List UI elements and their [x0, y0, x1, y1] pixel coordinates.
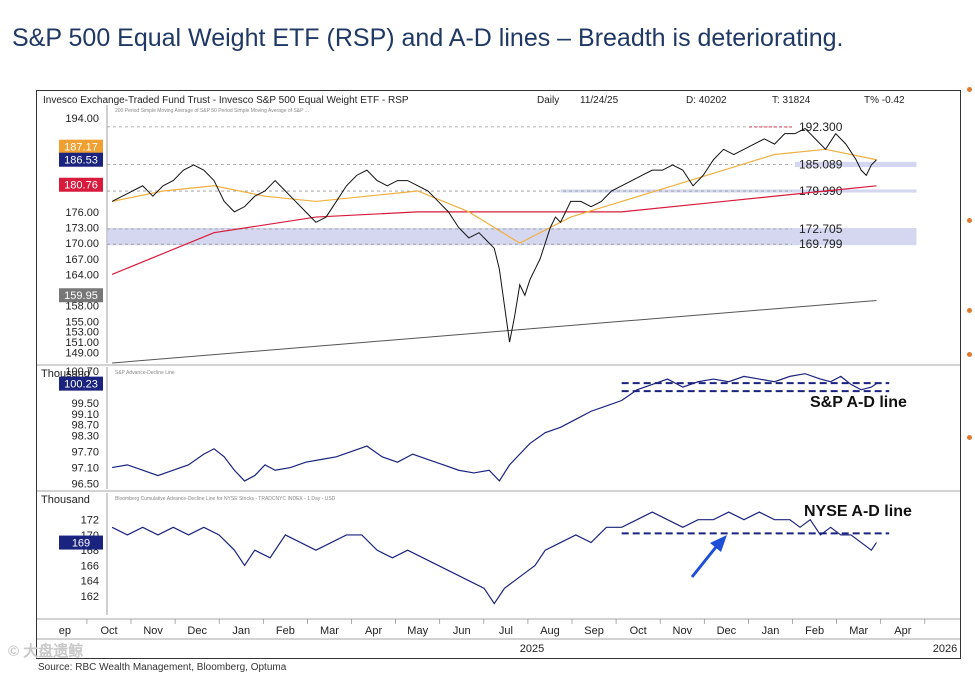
chart-header-d: D: 40202 [686, 95, 727, 106]
price-line [111, 127, 877, 343]
price-badge-value: 180.76 [64, 180, 98, 192]
long-moving-average-line [112, 299, 877, 364]
side-marker [967, 308, 972, 313]
price-badge [59, 177, 103, 192]
side-marker [967, 352, 972, 357]
x-tick-label: ep [59, 625, 71, 637]
y-tick-label: 162 [81, 591, 99, 603]
price-badge [59, 288, 103, 303]
annotation-arrowhead [710, 535, 727, 552]
ad-line-label: S&P A-D line [810, 394, 907, 411]
x-tick-label: Feb [805, 625, 824, 637]
x-tick-label: Jan [762, 625, 780, 637]
price-badge [59, 139, 103, 154]
price-badge-value: 187.17 [64, 142, 98, 154]
ma50-line [111, 148, 877, 244]
y-tick-label: 98.70 [71, 420, 99, 432]
y-tick-label: 98.30 [71, 430, 99, 442]
annotation-arrow [690, 541, 722, 578]
x-tick-label: Jan [232, 625, 250, 637]
y-tick-label: 170.00 [65, 238, 99, 250]
ad-line [111, 511, 877, 605]
x-tick-label: Mar [849, 625, 868, 637]
year-label: 2025 [520, 643, 544, 655]
side-marker [967, 87, 972, 92]
side-marker [967, 218, 972, 223]
y-tick-label: 173.00 [65, 222, 99, 234]
y-tick-label: 164 [81, 576, 99, 588]
ma200-line [111, 185, 877, 275]
chart-svg: Invesco Exchange-Traded Fund Trust - Inv… [37, 95, 960, 655]
x-tick-label: Apr [365, 625, 382, 637]
chart-header-date: 11/24/25 [580, 95, 619, 106]
price-badge [59, 152, 103, 167]
support-zone [107, 228, 917, 246]
chart-header-tpct: T% -0.42 [864, 95, 905, 106]
level-label: 192.300 [799, 120, 843, 134]
x-tick-label: Dec [717, 625, 737, 637]
y-tick-label: 97.10 [71, 463, 99, 475]
price-badge-value: 100.23 [64, 379, 98, 391]
x-tick-label: Jul [499, 625, 513, 637]
x-tick-label: Apr [894, 625, 911, 637]
x-tick-label: Nov [673, 625, 693, 637]
price-badge-value: 186.53 [64, 155, 98, 167]
axis-unit-label: Thousand [41, 494, 90, 506]
y-tick-label: 158.00 [65, 301, 99, 313]
chart-header-t: T: 31824 [772, 95, 811, 106]
panel-legend: 200 Period Simple Moving Average of S&P … [115, 108, 309, 114]
x-tick-label: May [407, 625, 428, 637]
x-tick-label: Sep [584, 625, 604, 637]
level-label: 169.799 [799, 237, 843, 251]
x-tick-label: Mar [320, 625, 339, 637]
y-tick-label: 167.00 [65, 254, 99, 266]
x-tick-label: Feb [276, 625, 295, 637]
x-tick-label: Dec [187, 625, 207, 637]
y-tick-label: 166 [81, 560, 99, 572]
price-badge [59, 535, 103, 550]
source-line: Source: RBC Wealth Management, Bloomberg… [38, 662, 287, 673]
y-tick-label: 96.50 [71, 479, 99, 491]
side-marker [967, 435, 972, 440]
chart-header-period: Daily [537, 95, 559, 106]
panel-legend: S&P Advance-Decline Line [115, 370, 175, 376]
y-tick-label: 149.00 [65, 348, 99, 360]
price-badge-value: 169 [72, 538, 90, 550]
panel-legend: Bloomberg Cumulative Advance-Decline Lin… [115, 496, 336, 502]
chart-header-name: Invesco Exchange-Traded Fund Trust - Inv… [43, 95, 409, 106]
ad-line-label: NYSE A-D line [804, 503, 912, 520]
y-tick-label: 153.00 [65, 327, 99, 339]
support-zone [794, 161, 917, 168]
y-tick-label: 100.70 [65, 366, 99, 378]
y-tick-label: 99.10 [71, 409, 99, 421]
y-tick-label: 164.00 [65, 269, 99, 281]
x-tick-label: Jun [453, 625, 471, 637]
chart-frame: Invesco Exchange-Traded Fund Trust - Inv… [36, 90, 961, 659]
year-label: 2026 [933, 643, 957, 655]
x-tick-label: Oct [630, 625, 647, 637]
price-badge [59, 376, 103, 391]
watermark: © 大盘遗鲸 [8, 643, 84, 660]
x-tick-label: Aug [540, 625, 560, 637]
level-label: 185.089 [799, 157, 843, 171]
y-tick-label: 97.70 [71, 446, 99, 458]
price-badge-value: 159.95 [64, 290, 98, 302]
slide-title: S&P 500 Equal Weight ETF (RSP) and A-D l… [12, 24, 844, 52]
x-tick-label: Oct [100, 625, 117, 637]
level-label: 172.705 [799, 222, 843, 236]
y-tick-label: 176.00 [65, 207, 99, 219]
x-tick-label: Nov [143, 625, 163, 637]
y-tick-label: 155.00 [65, 316, 99, 328]
y-tick-label: 194.00 [65, 113, 99, 125]
y-tick-label: 172 [81, 515, 99, 527]
y-tick-label: 151.00 [65, 337, 99, 349]
ad-line [111, 373, 877, 482]
y-tick-label: 99.50 [71, 398, 99, 410]
